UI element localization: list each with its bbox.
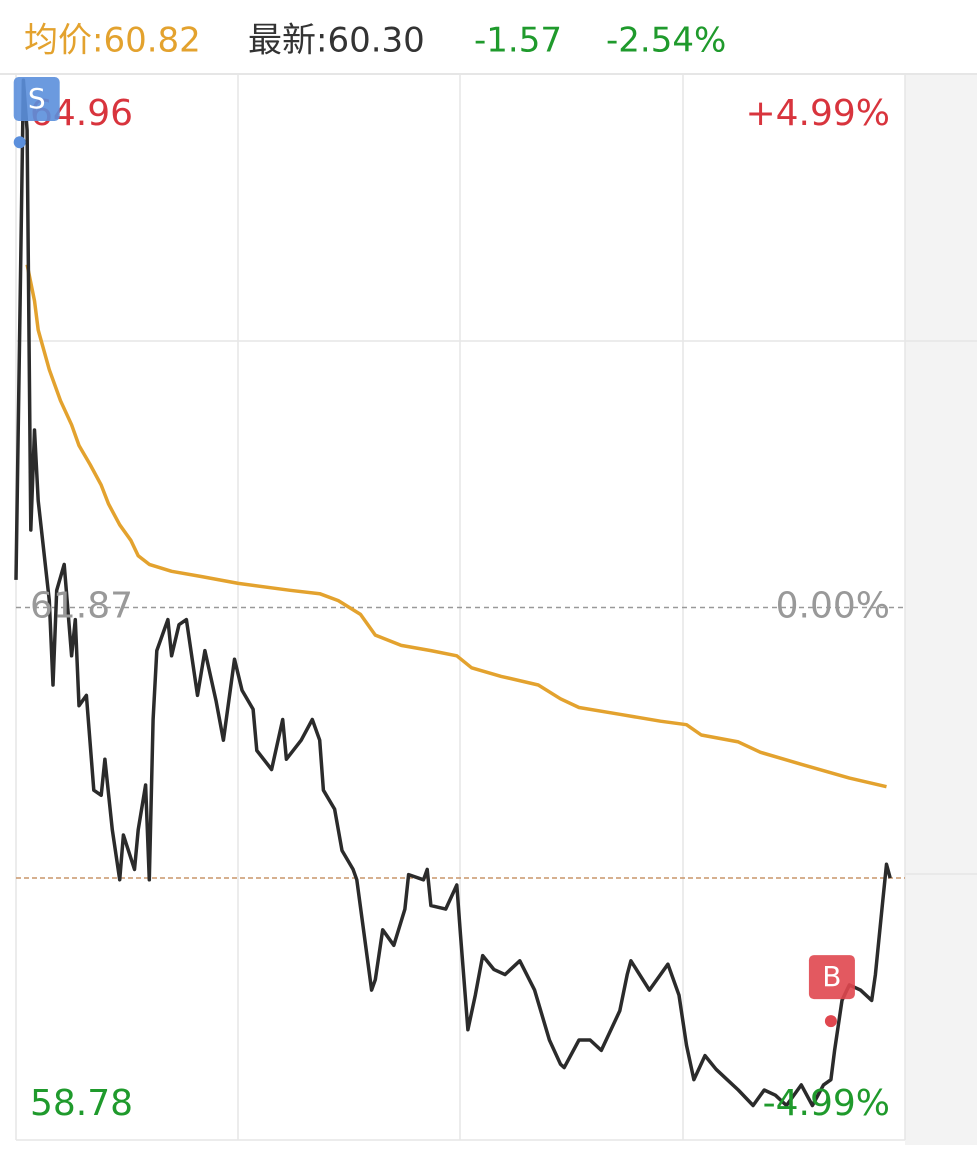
annotation-label: B <box>822 960 841 993</box>
latest-price: 最新:60.30 <box>248 21 425 61</box>
y-tick-label: 61.87 <box>30 586 133 627</box>
series-line <box>25 264 887 789</box>
annotation-badge <box>13 77 60 121</box>
series-line <box>14 78 892 1108</box>
avg-price: 均价:60.82 <box>24 21 201 61</box>
y-tick-label: 58.78 <box>30 1083 133 1124</box>
annotation-label: S <box>28 82 46 115</box>
y2-tick-label: 0.00% <box>776 586 890 627</box>
price-change: -1.57 <box>474 21 562 61</box>
annotation-badge <box>808 955 855 1000</box>
y2-tick-label: -4.99% <box>763 1083 890 1124</box>
side-strip <box>905 75 977 1145</box>
annotation-point <box>13 136 26 149</box>
y2-tick-label: +4.99% <box>745 93 890 134</box>
price-change-pct: -2.54% <box>606 21 726 61</box>
annotation-point <box>824 1015 837 1028</box>
